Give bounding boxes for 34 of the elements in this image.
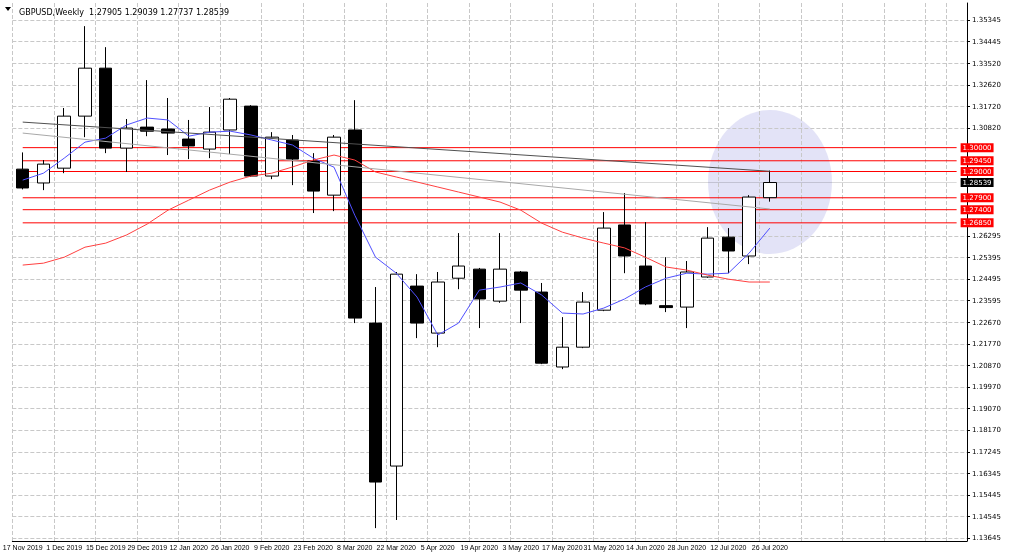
line-series [22, 117, 771, 336]
candlestick [244, 104, 258, 178]
candlestick [722, 227, 735, 274]
candlestick [410, 273, 424, 339]
candlestick [431, 271, 445, 348]
candlestick [493, 232, 507, 304]
candlestick [307, 152, 320, 214]
candlestick [680, 260, 694, 329]
candlestick [223, 97, 237, 155]
candlestick [618, 192, 631, 274]
candlestick [78, 25, 92, 138]
candlestick [286, 134, 299, 186]
candlestick [763, 170, 777, 203]
candlestick [348, 99, 362, 324]
candlestick [535, 282, 548, 365]
candlestick [576, 291, 590, 349]
candlestick [514, 270, 528, 324]
candlestick [742, 194, 756, 265]
candlestick [16, 151, 29, 190]
candlestick [639, 221, 652, 306]
candlestick [37, 159, 50, 191]
candlestick [473, 267, 486, 329]
text: GBPUSD,Weekly 1.27905 1.29039 1.27737 1.28539 [19, 7, 230, 17]
candlestick [452, 232, 465, 290]
candlestick [556, 316, 569, 370]
candlestick [369, 286, 382, 529]
line-series [22, 154, 771, 283]
candlestick [99, 46, 112, 154]
candlestick [597, 211, 611, 312]
candlestick [57, 107, 71, 174]
candlestick [659, 256, 673, 313]
candlestick [701, 226, 714, 279]
candlestick [182, 119, 195, 160]
candlestick [390, 271, 403, 521]
